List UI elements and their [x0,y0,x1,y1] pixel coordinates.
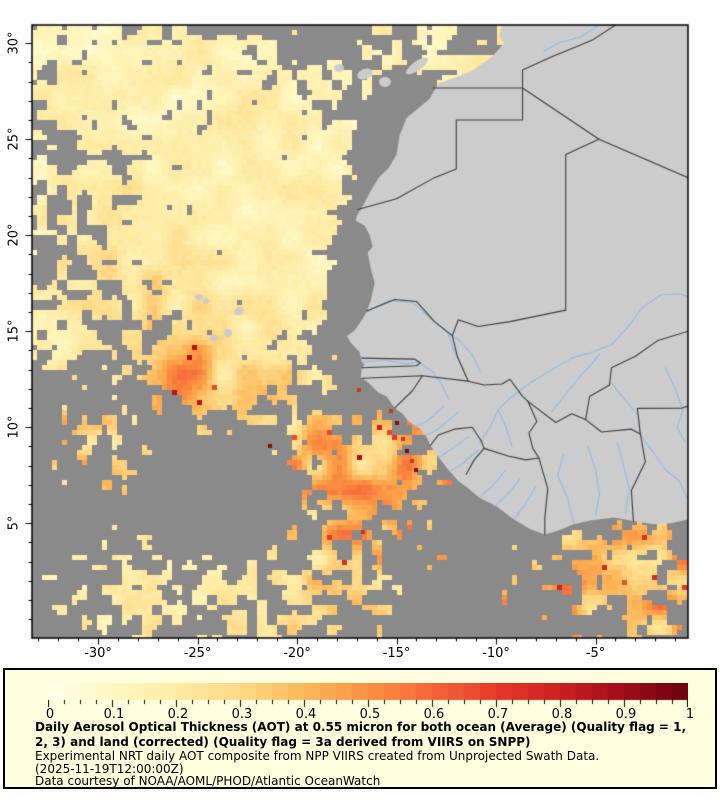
colorbar-tick-label: 0.3 [231,707,253,722]
colorbar-tick-label: 0.8 [551,707,573,722]
colorbar-tick-label: 0.7 [487,707,509,722]
colorbar-tick-label: 0.6 [423,707,445,722]
map-canvas [0,0,720,666]
x-axis-tick-label: -10° [482,646,510,661]
legend-subtitle: Experimental NRT daily AOT composite fro… [35,749,600,763]
y-axis-tick-label: 10° [6,415,22,439]
colorbar-tick-label: 0.4 [295,707,317,722]
y-axis-tick-label: 25° [6,127,22,151]
colorbar-tick-label: 0.5 [359,707,381,722]
legend-caption: Daily Aerosol Optical Thickness (AOT) at… [35,720,695,788]
colorbar-tick-label: 0.1 [103,707,125,722]
y-axis-tick-label: 20° [6,223,22,247]
legend-title-line1: Daily Aerosol Optical Thickness (AOT) at… [35,720,687,734]
colorbar-tick-label: 0 [45,707,55,722]
colorbar-tick-label: 1 [685,707,695,722]
y-axis-tick-label: 30° [6,31,22,55]
legend-panel: 0 0.1 0.2 0.3 0.4 0.5 0.6 0.7 0.8 0.9 1 … [3,668,717,789]
x-axis-tick-label: -5° [585,646,606,661]
legend-title-line2: 2, 3) and land (corrected) (Quality flag… [35,735,531,749]
x-axis-tick-label: -15° [382,646,411,661]
y-axis-tick-label: 5° [6,515,22,531]
colorbar-tick-label: 0.2 [167,707,189,722]
colorbar-tick-label: 0.9 [615,707,637,722]
legend-credit: Data courtesy of NOAA/AOML/PHOD/Atlantic… [35,774,381,788]
colorbar [48,683,688,710]
x-axis-tick-label: -20° [283,646,311,661]
y-axis-tick-label: 15° [6,319,22,343]
x-axis-tick-label: -25° [183,646,212,661]
x-axis-tick-label: -30° [84,646,112,661]
legend-timestamp: (2025-11-19T12:00:00Z) [35,761,184,776]
